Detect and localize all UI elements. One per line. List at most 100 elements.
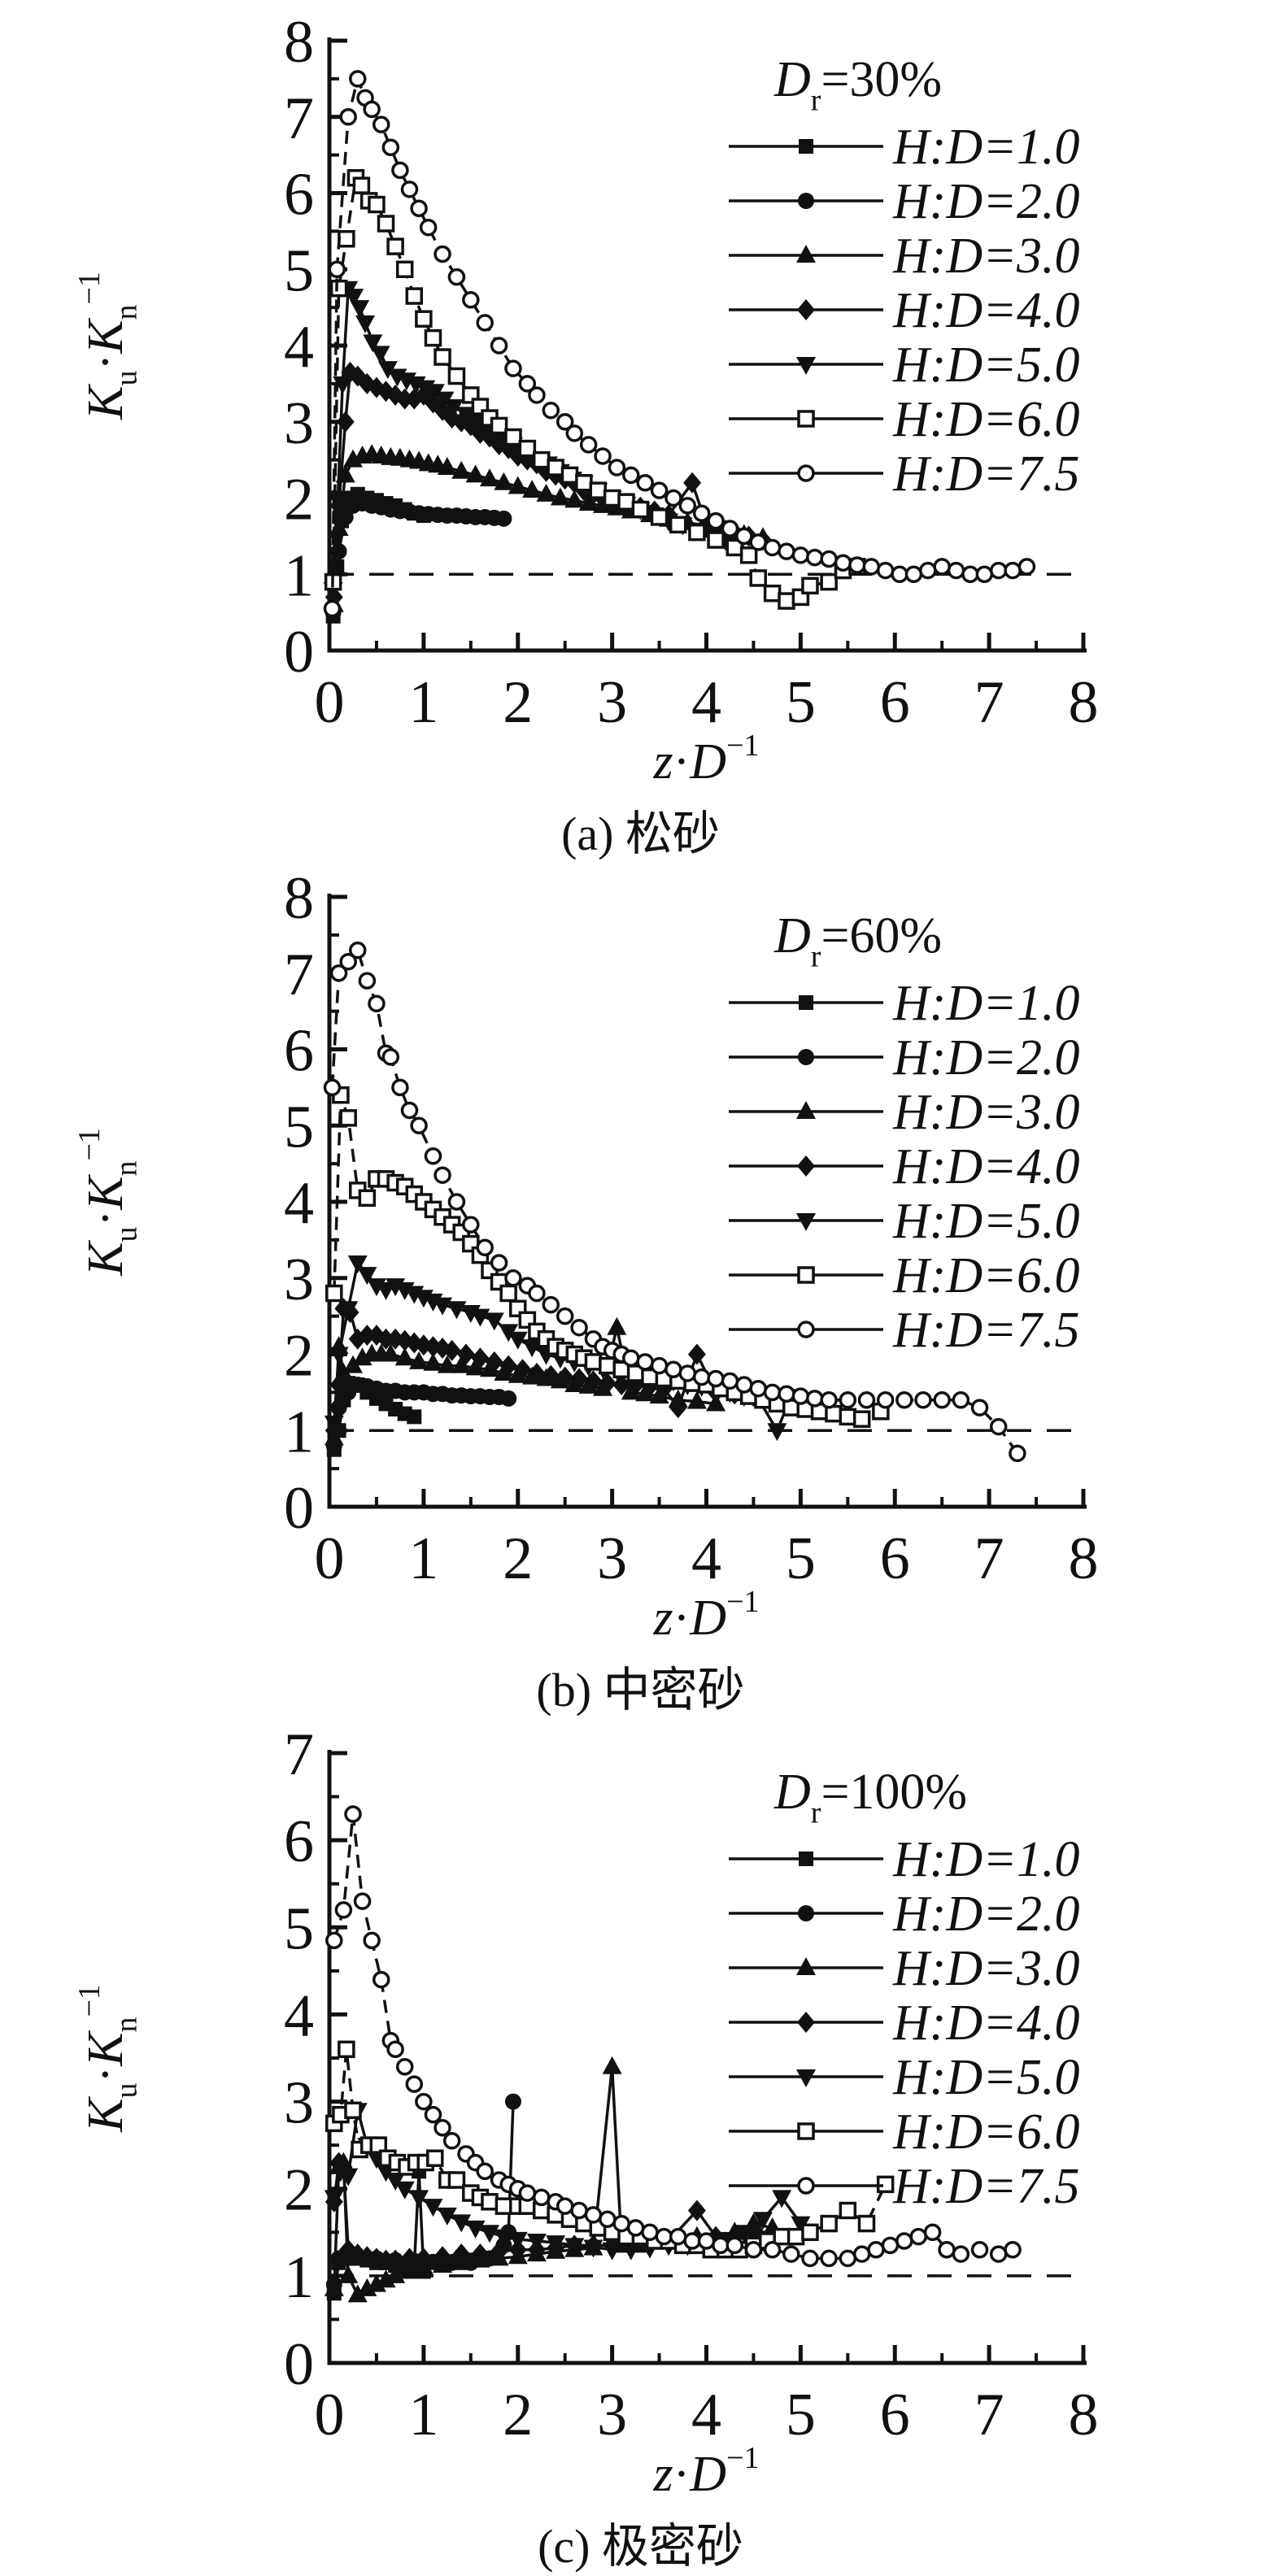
svg-text:0: 0 — [315, 2382, 345, 2448]
svg-text:1: 1 — [408, 1525, 438, 1592]
svg-text:3: 3 — [597, 2382, 627, 2448]
svg-text:H:D=4.0: H:D=4.0 — [892, 1139, 1080, 1194]
svg-text:1: 1 — [284, 542, 314, 609]
svg-text:3: 3 — [597, 669, 627, 736]
svg-text:0: 0 — [284, 2331, 314, 2398]
svg-text:H:D=6.0: H:D=6.0 — [892, 392, 1080, 447]
legend: Dr=30%H:D=1.0H:D=2.0H:D=3.0H:D=4.0H:D=5.… — [729, 52, 1080, 502]
svg-text:H:D=5.0: H:D=5.0 — [892, 1194, 1080, 1249]
svg-text:6: 6 — [284, 162, 314, 228]
y-axis-label: Ku·Kn−1 — [72, 272, 143, 420]
svg-text:7: 7 — [974, 669, 1004, 736]
legend: Dr=100%H:D=1.0H:D=2.0H:D=3.0H:D=4.0H:D=5… — [729, 1764, 1080, 2214]
svg-text:H:D=1.0: H:D=1.0 — [892, 120, 1080, 175]
svg-text:2: 2 — [503, 669, 533, 736]
series-H:D=6.0 — [324, 169, 866, 610]
y-axis-label: Ku·Kn−1 — [72, 1984, 143, 2133]
panel-c-caption: (c) 极密砂 — [538, 2520, 743, 2573]
svg-text:0: 0 — [315, 1525, 345, 1592]
svg-text:Dr=30%: Dr=30% — [773, 52, 942, 117]
svg-text:5: 5 — [284, 237, 314, 304]
series-H:D=5.0 — [323, 281, 750, 600]
svg-text:Dr=100%: Dr=100% — [773, 1764, 967, 1830]
svg-text:1: 1 — [408, 669, 438, 736]
svg-text:8: 8 — [1069, 2382, 1099, 2448]
svg-text:H:D=1.0: H:D=1.0 — [892, 976, 1080, 1031]
legend: Dr=60%H:D=1.0H:D=2.0H:D=3.0H:D=4.0H:D=5.… — [729, 908, 1080, 1358]
svg-text:0: 0 — [315, 669, 345, 736]
svg-text:6: 6 — [284, 1018, 314, 1085]
svg-text:4: 4 — [691, 2382, 721, 2448]
panel-a-chart: 0 1 2 3 4 5 6 7 8012345678Dr=30%H:D=1.0H:D=2.0H:… — [0, 0, 1281, 856]
series-H:D=7.5 — [323, 70, 1036, 618]
svg-text:H:D=3.0: H:D=3.0 — [892, 1941, 1080, 1996]
svg-text:3: 3 — [597, 1525, 627, 1592]
svg-text:3: 3 — [284, 390, 314, 457]
svg-text:H:D=6.0: H:D=6.0 — [892, 1248, 1080, 1303]
svg-text:3: 3 — [284, 2070, 314, 2137]
svg-text:2: 2 — [284, 1323, 314, 1390]
svg-text:H:D=6.0: H:D=6.0 — [892, 2104, 1080, 2160]
svg-text:7: 7 — [284, 1721, 314, 1788]
svg-text:H:D=4.0: H:D=4.0 — [892, 283, 1080, 338]
svg-text:4: 4 — [284, 314, 314, 381]
svg-text:7: 7 — [284, 942, 314, 1008]
svg-text:H:D=1.0: H:D=1.0 — [892, 1832, 1080, 1887]
svg-text:H:D=2.0: H:D=2.0 — [892, 1886, 1080, 1942]
panel-c-chart: 0 1 2 3 4 5 6 7 801234567Dr=100%H:D=1.0H:D=2.0H:… — [0, 1712, 1281, 2569]
svg-text:1: 1 — [408, 2382, 438, 2448]
svg-text:H:D=4.0: H:D=4.0 — [892, 1995, 1080, 2051]
svg-text:z·D−1: z·D−1 — [652, 1585, 759, 1646]
svg-text:Dr=60%: Dr=60% — [773, 908, 942, 973]
svg-text:7: 7 — [284, 85, 314, 152]
svg-text:8: 8 — [1069, 1525, 1099, 1592]
svg-text:2: 2 — [503, 1525, 533, 1592]
series-H:D=7.5 — [323, 941, 1026, 1463]
svg-text:H:D=5.0: H:D=5.0 — [892, 337, 1080, 393]
panel-b-caption: (b) 中密砂 — [536, 1664, 745, 1717]
svg-text:H:D=7.5: H:D=7.5 — [892, 446, 1080, 502]
axes — [327, 1750, 1087, 2365]
svg-text:6: 6 — [880, 669, 910, 736]
svg-text:4: 4 — [691, 669, 721, 736]
svg-text:1: 1 — [284, 2244, 314, 2311]
svg-text:1: 1 — [284, 1399, 314, 1465]
series-H:D=3.0 — [324, 1316, 726, 1446]
svg-text:H:D=2.0: H:D=2.0 — [892, 1030, 1080, 1086]
series-H:D=2.0 — [325, 1377, 517, 1454]
svg-text:5: 5 — [284, 1094, 314, 1160]
svg-text:8: 8 — [284, 865, 314, 932]
svg-text:6: 6 — [880, 2382, 910, 2448]
svg-text:7: 7 — [974, 1525, 1004, 1592]
svg-text:H:D=7.5: H:D=7.5 — [892, 2159, 1080, 2214]
svg-text:3: 3 — [284, 1247, 314, 1313]
svg-text:H:D=3.0: H:D=3.0 — [892, 228, 1080, 284]
svg-text:2: 2 — [503, 2382, 533, 2448]
svg-text:0: 0 — [284, 619, 314, 685]
series-H:D=4.0 — [325, 361, 773, 608]
svg-text:5: 5 — [284, 1895, 314, 1962]
svg-text:6: 6 — [284, 1808, 314, 1875]
svg-text:0: 0 — [284, 1475, 314, 1542]
svg-text:6: 6 — [880, 1525, 910, 1592]
svg-text:z·D−1: z·D−1 — [652, 729, 759, 790]
svg-text:4: 4 — [691, 1525, 721, 1592]
y-axis-label: Ku·Kn−1 — [72, 1128, 143, 1277]
svg-text:5: 5 — [786, 669, 816, 736]
svg-text:z·D−1: z·D−1 — [652, 2441, 759, 2502]
svg-text:5: 5 — [786, 1525, 816, 1592]
svg-text:4: 4 — [284, 1170, 314, 1237]
svg-text:H:D=2.0: H:D=2.0 — [892, 174, 1080, 229]
panel-a-caption: (a) 松砂 — [561, 807, 720, 860]
svg-text:8: 8 — [284, 9, 314, 76]
series-H:D=2.0 — [325, 495, 512, 621]
svg-text:8: 8 — [1069, 669, 1099, 736]
panel-b-chart: 0 1 2 3 4 5 6 7 8012345678Dr=60%H:D=1.0H:D=2.0H:… — [0, 856, 1281, 1712]
svg-text:5: 5 — [786, 2382, 816, 2448]
series-H:D=7.5 — [325, 1805, 1022, 2268]
svg-text:2: 2 — [284, 2157, 314, 2224]
